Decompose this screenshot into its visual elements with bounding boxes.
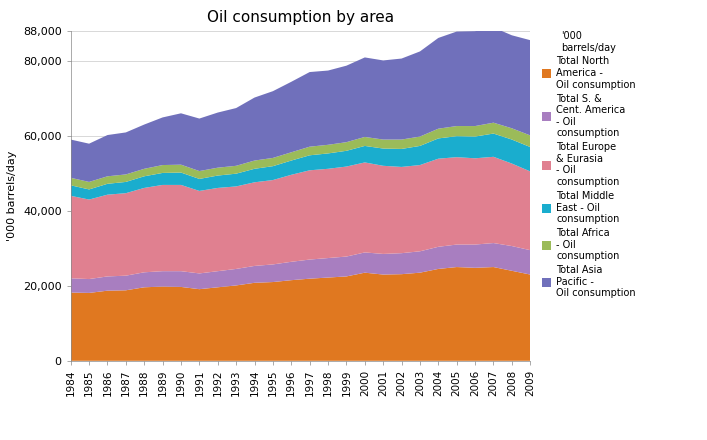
Y-axis label: '000 barrels/day: '000 barrels/day [7, 150, 18, 241]
Title: Oil consumption by area: Oil consumption by area [207, 11, 394, 26]
Legend: Total North
America -
Oil consumption, Total S. &
Cent. America
- Oil
consumptio: Total North America - Oil consumption, T… [539, 29, 638, 300]
